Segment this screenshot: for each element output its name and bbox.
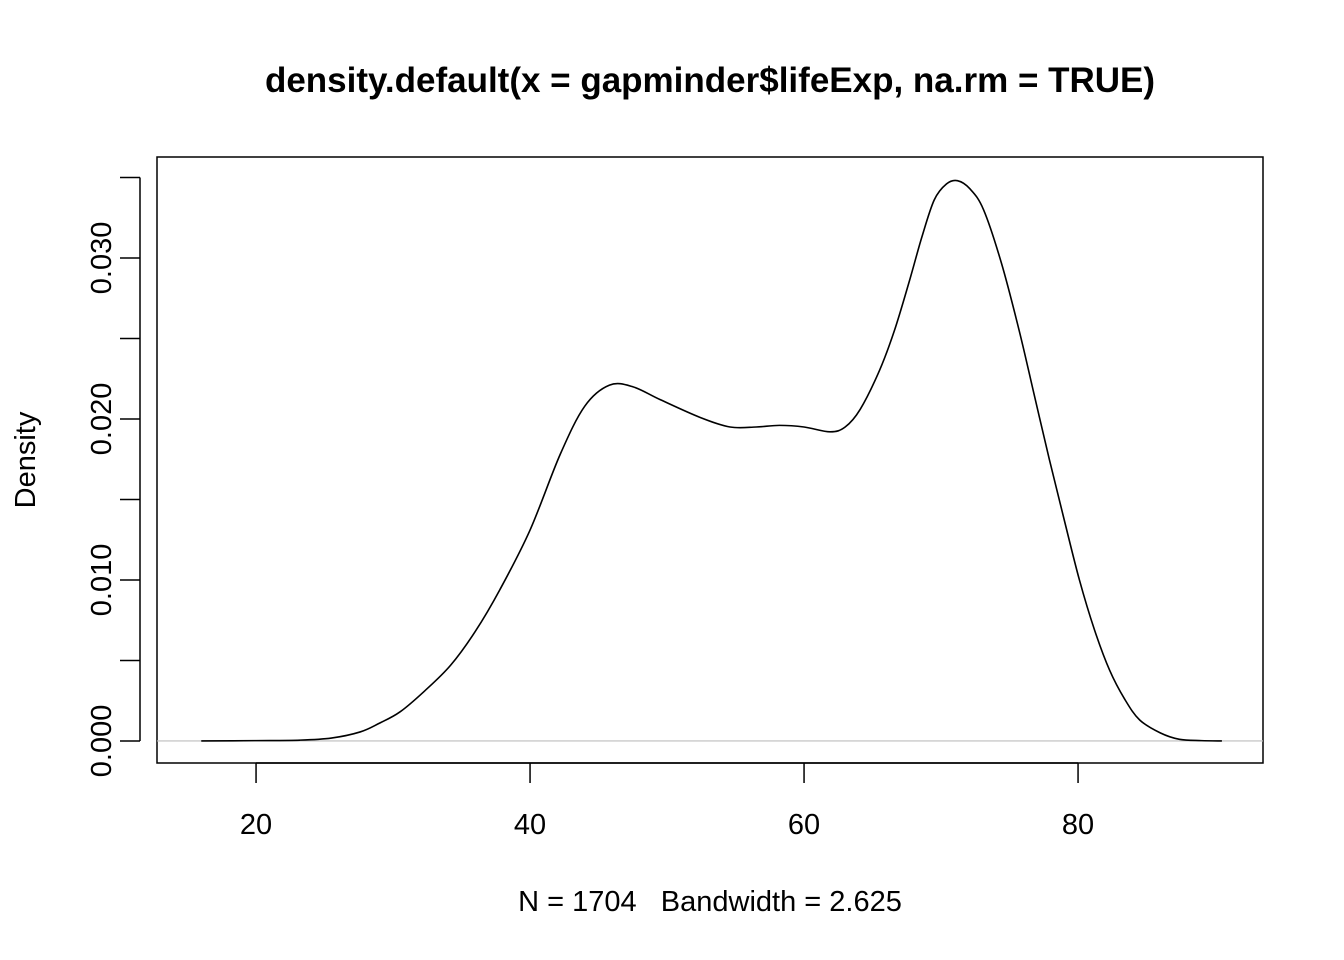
y-tick-label: 0.020 bbox=[86, 383, 118, 456]
x-axis-label: N = 1704 Bandwidth = 2.625 bbox=[518, 886, 902, 918]
plot-frame bbox=[156, 156, 1264, 764]
y-tick-label: 0.030 bbox=[86, 222, 118, 295]
density-line bbox=[201, 179, 1222, 742]
x-tick-label: 20 bbox=[240, 809, 272, 841]
x-tick-label: 60 bbox=[788, 809, 820, 841]
x-tick-label: 40 bbox=[514, 809, 546, 841]
y-tick-label: 0.010 bbox=[86, 544, 118, 617]
y-tick-label: 0.000 bbox=[86, 705, 118, 778]
y-axis: 0.000 0.010 0.020 0.030 bbox=[86, 176, 141, 778]
y-axis-label: Density bbox=[10, 411, 42, 508]
x-tick-label: 80 bbox=[1062, 809, 1094, 841]
x-axis: 20 40 60 80 bbox=[240, 762, 1094, 841]
chart-title: density.default(x = gapminder$lifeExp, n… bbox=[265, 61, 1155, 100]
